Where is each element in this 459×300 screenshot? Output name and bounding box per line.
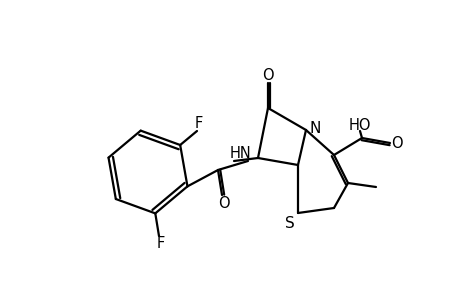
Text: HN: HN [230,146,252,160]
Text: O: O [390,136,402,151]
Text: N: N [308,121,320,136]
Text: O: O [218,196,230,211]
Text: O: O [262,68,273,82]
Text: F: F [195,116,203,130]
Text: HO: HO [348,118,370,133]
Text: S: S [285,217,294,232]
Text: F: F [157,236,165,251]
